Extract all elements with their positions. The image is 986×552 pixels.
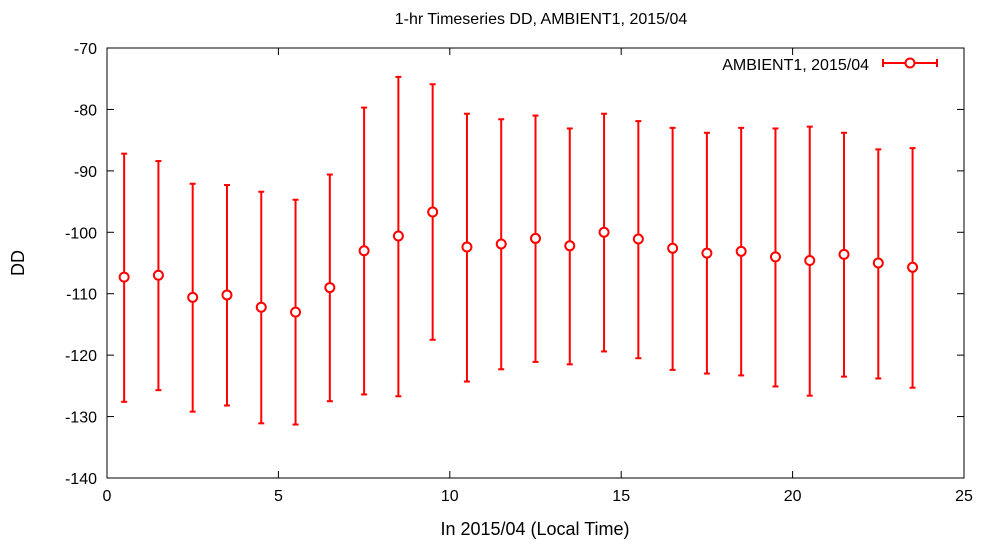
data-point bbox=[564, 127, 576, 366]
data-point bbox=[152, 160, 164, 392]
data-point bbox=[221, 183, 233, 407]
data-marker bbox=[255, 301, 267, 313]
data-point bbox=[461, 112, 473, 383]
series-marks bbox=[118, 75, 919, 426]
legend-sample bbox=[882, 57, 938, 69]
data-point bbox=[872, 148, 884, 380]
data-point bbox=[187, 182, 199, 413]
data-marker bbox=[392, 230, 404, 242]
data-marker bbox=[152, 269, 164, 281]
data-marker bbox=[221, 289, 233, 301]
x-axis-label: In 2015/04 (Local Time) bbox=[440, 519, 629, 539]
data-marker bbox=[461, 241, 473, 253]
data-point bbox=[701, 131, 713, 375]
y-tick-label: -90 bbox=[74, 164, 97, 181]
data-point bbox=[392, 75, 404, 398]
data-point bbox=[667, 126, 679, 371]
data-point bbox=[838, 131, 850, 378]
data-marker bbox=[804, 255, 816, 267]
x-tick-label: 20 bbox=[784, 488, 802, 505]
y-tick-label: -80 bbox=[74, 102, 97, 119]
data-point bbox=[804, 125, 816, 397]
legend: AMBIENT1, 2015/04 bbox=[722, 57, 938, 74]
y-tick-label: -120 bbox=[65, 348, 97, 365]
y-tick-label: -140 bbox=[65, 471, 97, 488]
legend-label: AMBIENT1, 2015/04 bbox=[722, 57, 869, 74]
axis-ticks: 0 5 10 15 20 25 -140 -130 -120 -110 -100 -90 -80 -70 bbox=[65, 41, 973, 505]
data-marker bbox=[667, 242, 679, 254]
data-marker bbox=[324, 282, 336, 294]
x-tick-label: 10 bbox=[441, 488, 459, 505]
y-tick-label: -100 bbox=[65, 225, 97, 242]
y-tick-label: -110 bbox=[66, 287, 97, 304]
data-marker bbox=[358, 245, 370, 257]
data-point bbox=[255, 190, 267, 425]
data-point bbox=[632, 120, 644, 360]
y-tick-label: -70 bbox=[74, 41, 97, 58]
data-point bbox=[324, 173, 336, 403]
data-marker bbox=[701, 247, 713, 259]
x-tick-label: 15 bbox=[612, 488, 630, 505]
data-point bbox=[495, 118, 507, 371]
data-marker bbox=[598, 226, 610, 238]
data-marker bbox=[769, 251, 781, 263]
data-point bbox=[735, 126, 747, 377]
data-point bbox=[427, 83, 439, 341]
data-marker bbox=[427, 206, 439, 218]
plot-frame bbox=[106, 47, 965, 479]
data-point bbox=[290, 198, 302, 426]
data-marker bbox=[495, 238, 507, 250]
data-point bbox=[530, 114, 541, 363]
data-marker bbox=[187, 291, 199, 303]
data-marker bbox=[632, 233, 644, 245]
data-marker bbox=[872, 257, 884, 269]
data-marker bbox=[838, 248, 850, 260]
data-marker bbox=[530, 232, 541, 244]
data-point bbox=[907, 147, 919, 389]
data-point bbox=[358, 106, 370, 396]
chart-title: 1-hr Timeseries DD, AMBIENT1, 2015/04 bbox=[395, 11, 688, 28]
y-tick-label: -130 bbox=[65, 410, 97, 427]
data-marker bbox=[735, 245, 747, 257]
data-point bbox=[598, 112, 610, 353]
x-tick-label: 25 bbox=[955, 488, 973, 505]
data-marker bbox=[907, 261, 919, 273]
data-point bbox=[118, 152, 130, 403]
data-marker bbox=[564, 240, 576, 252]
x-tick-label: 5 bbox=[274, 488, 283, 505]
data-marker bbox=[118, 271, 130, 283]
data-marker bbox=[290, 306, 302, 318]
y-axis-label: DD bbox=[8, 250, 28, 276]
data-point bbox=[769, 127, 781, 388]
x-tick-label: 0 bbox=[103, 488, 112, 505]
legend-marker bbox=[904, 57, 916, 69]
